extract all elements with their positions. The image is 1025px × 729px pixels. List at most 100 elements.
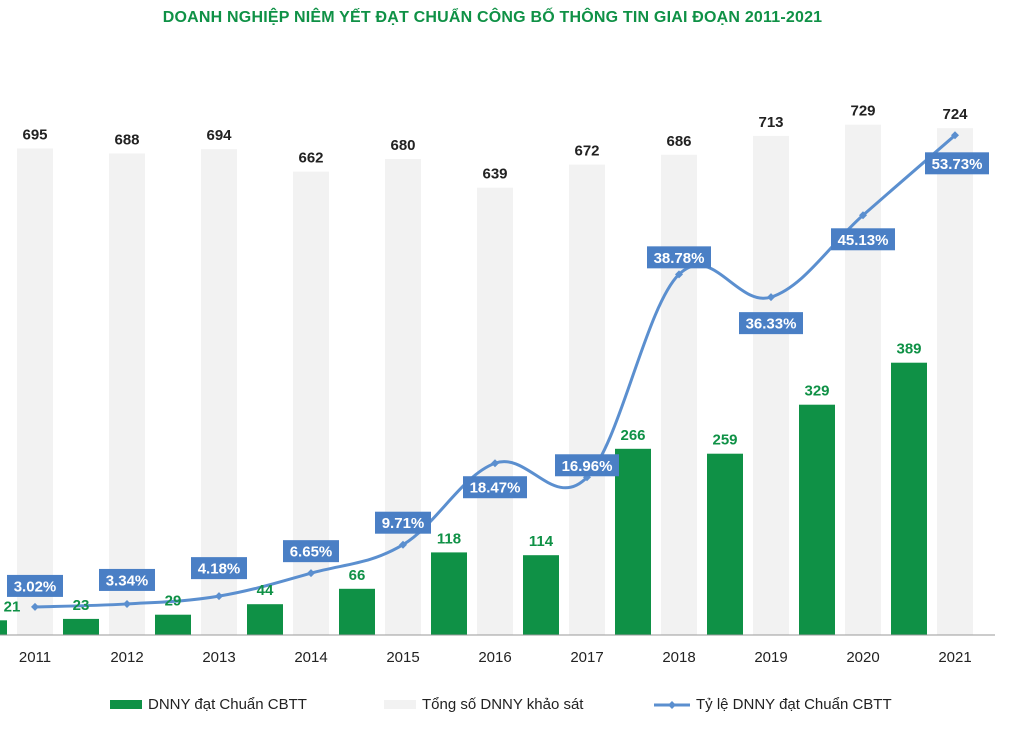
compliant-bar [891, 362, 927, 635]
ratio-value-label: 6.65% [290, 544, 333, 561]
legend-item-total[interactable]: Tổng số DNNY khảo sát [384, 696, 583, 713]
compliant-value-label: 23 [73, 597, 90, 614]
x-tick-label: 2021 [938, 649, 971, 666]
ratio-label-box [925, 152, 989, 175]
ratio-label-box [191, 557, 247, 580]
ratio-point [399, 540, 407, 549]
compliant-bar [799, 404, 835, 635]
compliant-value-label: 329 [804, 383, 829, 400]
ratio-value-label: 16.96% [562, 458, 613, 475]
ratio-value-label: 9.71% [382, 515, 425, 532]
total-bar [293, 171, 329, 635]
compliant-bar [0, 620, 7, 635]
total-value-label: 724 [942, 106, 968, 123]
legend-item-ratio[interactable]: Tỷ lệ DNNY đạt Chuẩn CBTT [654, 696, 892, 713]
legend-swatch-ratio [654, 700, 690, 709]
total-value-label: 672 [574, 143, 599, 160]
ratio-value-label: 53.73% [932, 156, 983, 173]
ratio-point [675, 270, 683, 279]
x-tick-label: 2020 [846, 649, 879, 666]
compliant-value-label: 118 [437, 530, 461, 547]
ratio-point [951, 131, 959, 140]
total-value-label: 639 [482, 166, 507, 183]
total-value-label: 686 [666, 133, 691, 150]
total-value-label: 680 [390, 137, 415, 154]
total-value-label: 695 [22, 127, 47, 144]
compliant-bar [707, 453, 743, 635]
total-value-label: 688 [114, 131, 139, 148]
ratio-label-box [555, 454, 619, 477]
bars-layer [0, 124, 973, 636]
total-bar [661, 154, 697, 636]
compliant-value-label: 21 [4, 598, 21, 615]
ratio-value-label: 45.13% [838, 232, 889, 249]
total-bar [569, 164, 605, 635]
ratio-label-box [463, 476, 527, 499]
legend-label-ratio: Tỷ lệ DNNY đạt Chuẩn CBTT [696, 696, 892, 713]
compliant-bar [615, 448, 651, 635]
ratio-value-label: 18.47% [470, 480, 521, 497]
ratio-label-box [283, 540, 339, 563]
total-value-label: 694 [206, 127, 232, 144]
ratio-point [491, 459, 499, 468]
total-bar [937, 128, 973, 635]
chart-canvas: 2011 2012 2013 2014 2015 2016 2017 2018 2019 2020… [0, 103, 995, 666]
x-tick-label: 2013 [202, 649, 235, 666]
compliant-value-label: 114 [529, 533, 554, 550]
total-bar [845, 124, 881, 635]
legend: DNNY đạt Chuẩn CBTT Tổng số DNNY khảo sá… [0, 696, 1025, 720]
compliant-bar [339, 588, 375, 635]
x-tick-label: 2014 [294, 649, 327, 666]
ratio-point [307, 569, 315, 578]
total-value-label: 713 [758, 114, 783, 131]
ratio-label-box [7, 574, 63, 597]
compliant-value-label: 389 [896, 341, 921, 358]
compliant-bar [523, 555, 559, 635]
total-bar [385, 159, 421, 635]
compliant-bar [431, 552, 467, 635]
total-bar [109, 153, 145, 635]
labels-layer: 695 21 688 23 694 29 662 44 680 66 639 118 672 114 686… [4, 103, 989, 615]
legend-swatch-compliant [110, 700, 142, 709]
total-bar [17, 148, 53, 635]
ratio-label-box [831, 228, 895, 251]
ratio-point [859, 211, 867, 220]
ratio-value-label: 4.18% [198, 561, 241, 578]
ratio-point [31, 602, 39, 611]
ratio-label-box [99, 568, 155, 591]
compliant-value-label: 29 [165, 593, 182, 610]
legend-label-total: Tổng số DNNY khảo sát [422, 696, 584, 713]
legend-label-compliant: DNNY đạt Chuẩn CBTT [148, 696, 307, 713]
compliant-value-label: 66 [349, 567, 366, 584]
x-tick-label: 2015 [386, 649, 419, 666]
x-tick-label: 2018 [662, 649, 695, 666]
ratio-value-label: 3.34% [106, 572, 149, 589]
compliant-value-label: 44 [257, 582, 274, 599]
ratio-value-label: 38.78% [654, 250, 705, 267]
ratio-value-label: 36.33% [746, 316, 797, 333]
ratio-value-label: 3.02% [14, 578, 57, 595]
total-bar [753, 135, 789, 635]
legend-item-compliant[interactable]: DNNY đạt Chuẩn CBTT [110, 696, 307, 713]
ratio-label-box [647, 246, 711, 269]
ratio-point [123, 599, 131, 608]
compliant-bar [63, 618, 99, 635]
x-tick-label: 2019 [754, 649, 787, 666]
legend-swatch-total [384, 700, 416, 709]
ratio-line-layer [31, 131, 959, 611]
total-value-label: 729 [850, 103, 875, 120]
ratio-label-box [739, 312, 803, 335]
ratio-point [215, 592, 223, 601]
total-value-label: 662 [298, 150, 323, 167]
compliant-value-label: 266 [620, 427, 645, 444]
total-bar [477, 187, 513, 635]
total-bar [201, 149, 237, 635]
x-tick-label: 2012 [110, 649, 143, 666]
x-tick-label: 2011 [19, 649, 51, 666]
ratio-point [767, 293, 775, 302]
chart-title: DOANH NGHIỆP NIÊM YẾT ĐẠT CHUẨN CÔNG BỐ … [162, 9, 823, 26]
ratio-label-box [375, 511, 431, 534]
compliant-bar [155, 614, 191, 635]
x-tick-label: 2017 [570, 649, 603, 666]
compliant-value-label: 259 [712, 432, 737, 449]
